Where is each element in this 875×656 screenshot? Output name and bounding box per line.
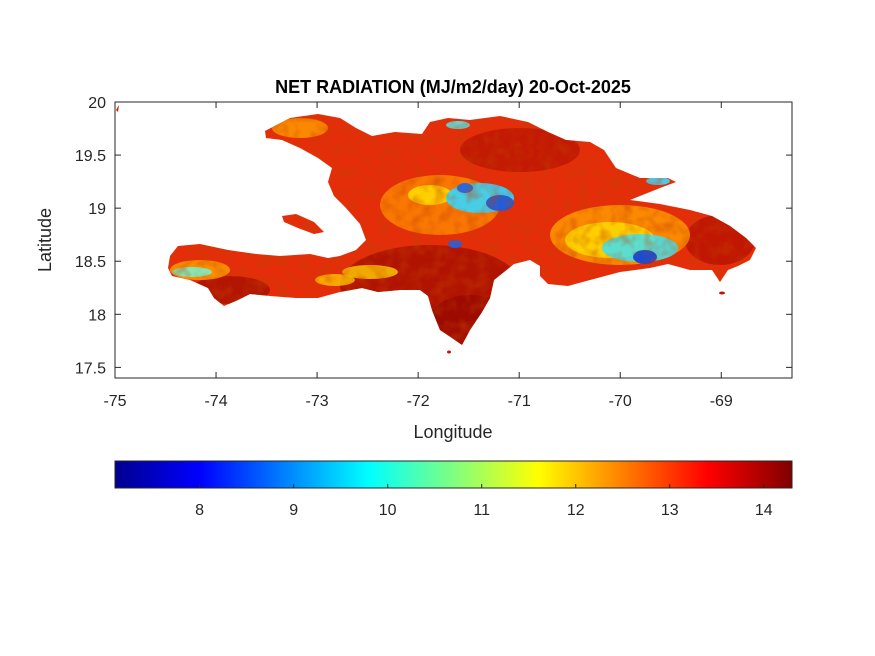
- colorbar-gradient: [114, 460, 793, 489]
- x-axis: -75 -74 -73 -72 -71 -70 -69: [103, 102, 733, 410]
- colorbar-ticks: 8 9 10 11 12 13 14: [195, 484, 773, 519]
- x-tick-label: -73: [306, 393, 329, 410]
- colorbar-tick-label: 12: [567, 502, 585, 519]
- y-tick-label: 19: [88, 201, 106, 218]
- colorbar-tick-label: 14: [755, 502, 773, 519]
- colorbar-tick-label: 11: [473, 502, 490, 519]
- y-tick-label: 19.5: [75, 148, 106, 165]
- x-tick-label: -69: [710, 393, 733, 410]
- colorbar-tick-label: 10: [379, 502, 397, 519]
- y-tick-label: 18: [88, 307, 106, 324]
- colorbar-tick-label: 8: [195, 502, 204, 519]
- y-tick-label: 17.5: [75, 360, 106, 377]
- x-axis-label: Longitude: [413, 422, 492, 442]
- island-speck-south: [447, 350, 451, 354]
- y-axis: 17.5 18 18.5 19 19.5 20: [75, 95, 792, 377]
- x-tick-label: -75: [103, 393, 126, 410]
- x-tick-label: -71: [508, 393, 531, 410]
- colorbar-tick-label: 9: [289, 502, 298, 519]
- y-tick-label: 18.5: [75, 254, 106, 271]
- y-tick-label: 20: [88, 95, 106, 112]
- x-tick-label: -74: [204, 393, 227, 410]
- colorbar-tick-label: 13: [661, 502, 679, 519]
- y-axis-label: Latitude: [35, 208, 55, 272]
- island-speck-corner: [116, 105, 119, 112]
- colorbar: 8 9 10 11 12 13 14: [114, 460, 793, 519]
- island-speck-saona: [719, 291, 725, 295]
- x-tick-label: -70: [609, 393, 632, 410]
- chart-title: NET RADIATION (MJ/m2/day) 20-Oct-2025: [275, 77, 631, 97]
- x-tick-label: -72: [407, 393, 430, 410]
